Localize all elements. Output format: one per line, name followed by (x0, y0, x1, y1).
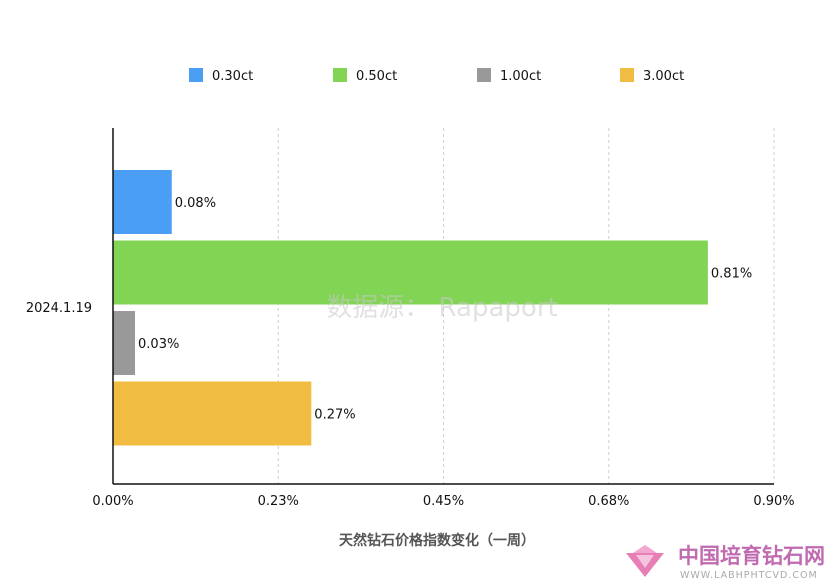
bars: 0.08% 0.81% 0.03% 0.27% (113, 170, 752, 446)
x-tick-labels: 0.00% 0.23% 0.45% 0.68% 0.90% (92, 494, 794, 509)
axes (112, 128, 774, 485)
legend: 0.30ct 0.50ct 1.00ct 3.00ct (189, 68, 684, 84)
x-tick-label: 0.45% (423, 494, 464, 509)
legend-swatch-0.30ct (189, 68, 203, 82)
legend-label-0.50ct: 0.50ct (356, 69, 397, 84)
bar-3.00ct (113, 381, 312, 446)
bar-0.50ct (113, 240, 708, 305)
data-label-1.00ct: 0.03% (138, 337, 179, 352)
legend-swatch-3.00ct (620, 68, 634, 82)
x-tick-label: 0.23% (258, 494, 299, 509)
x-axis-title: 天然钻石价格指数变化（一周） (339, 532, 535, 549)
bar-1.00ct (113, 311, 136, 375)
x-tick-label: 0.90% (753, 494, 794, 509)
legend-label-3.00ct: 3.00ct (643, 69, 684, 84)
brand-name: 中国培育钻石网 (678, 544, 825, 568)
data-label-0.50ct: 0.81% (711, 267, 752, 282)
x-tick-label: 0.00% (92, 494, 133, 509)
diamond-logo-icon (626, 545, 664, 577)
brand-logo: 中国培育钻石网 WWW.LABHPHTCVD.COM (626, 544, 825, 580)
bar-0.30ct (113, 170, 172, 234)
watermark: 数据源： Rapaport (326, 293, 557, 323)
data-label-0.30ct: 0.08% (175, 196, 216, 211)
x-tick-label: 0.68% (588, 494, 629, 509)
legend-label-0.30ct: 0.30ct (212, 69, 253, 84)
data-label-3.00ct: 0.27% (314, 408, 355, 423)
legend-swatch-0.50ct (333, 68, 347, 82)
category-label: 2024.1.19 (26, 301, 92, 316)
brand-url: WWW.LABHPHTCVD.COM (680, 570, 818, 580)
legend-label-1.00ct: 1.00ct (500, 69, 541, 84)
legend-swatch-1.00ct (477, 68, 491, 82)
